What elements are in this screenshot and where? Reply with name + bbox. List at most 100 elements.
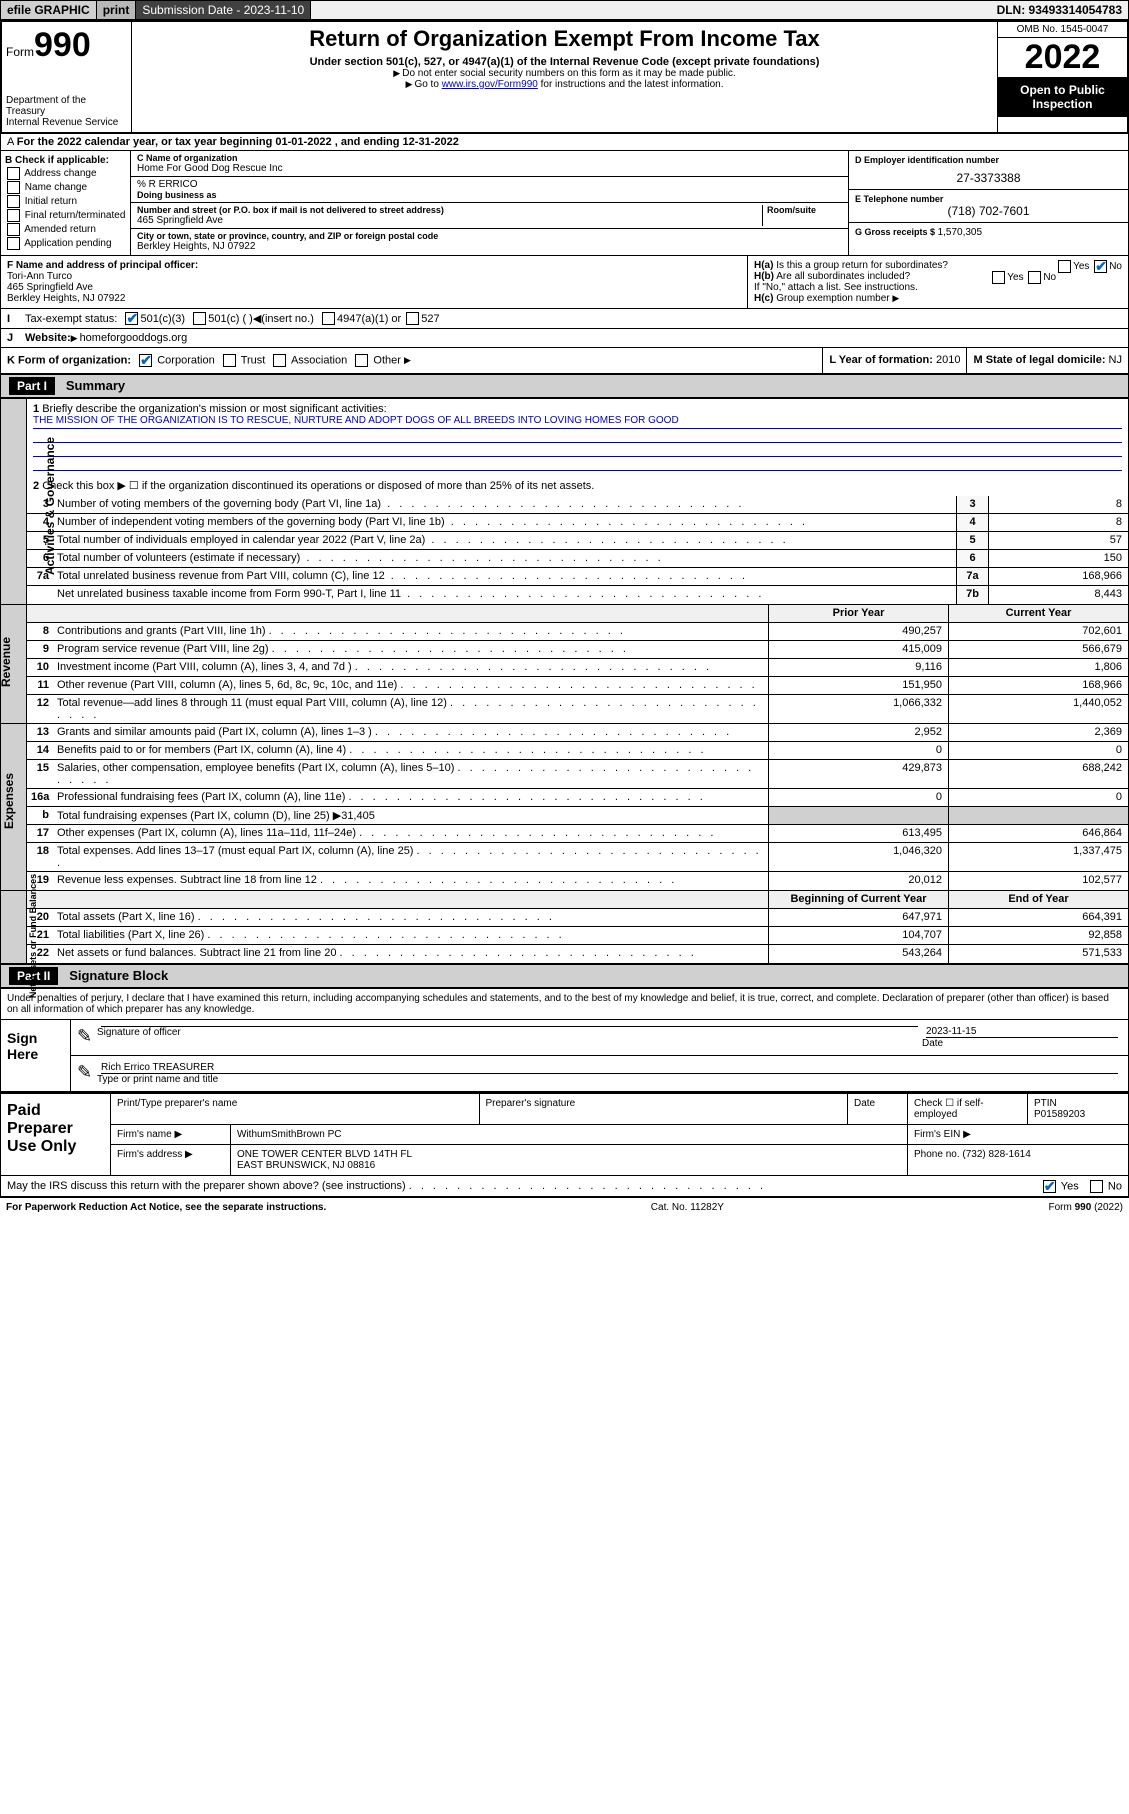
h-note: If "No," attach a list. See instructions… [754, 282, 1122, 293]
cb-final-return[interactable]: Final return/terminated [5, 209, 126, 222]
firm-name: WithumSmithBrown PC [231, 1125, 908, 1144]
table-row: 8Contributions and grants (Part VIII, li… [27, 623, 1128, 641]
revenue-section: Revenue Prior YearCurrent Year 8Contribu… [0, 605, 1129, 724]
table-row: 10Investment income (Part VIII, column (… [27, 659, 1128, 677]
table-row: 21Total liabilities (Part X, line 26) 10… [27, 927, 1128, 945]
col-endyear: End of Year [948, 891, 1128, 908]
print-button[interactable]: print [97, 1, 137, 19]
cb-other[interactable] [355, 354, 368, 367]
ein: 27-3373388 [855, 171, 1122, 185]
pra-notice: For Paperwork Reduction Act Notice, see … [6, 1202, 326, 1213]
irs-link[interactable]: www.irs.gov/Form990 [442, 79, 538, 90]
table-row: 14Benefits paid to or for members (Part … [27, 742, 1128, 760]
efile-label[interactable]: efile GRAPHIC [1, 1, 97, 19]
col-beginning: Beginning of Current Year [768, 891, 948, 908]
cb-501c3[interactable] [125, 312, 138, 325]
table-row: 4Number of independent voting members of… [27, 514, 1128, 532]
gross-receipts: 1,570,305 [938, 227, 983, 238]
section-a: A For the 2022 calendar year, or tax yea… [0, 134, 1129, 151]
care-of: % R ERRICO [137, 179, 842, 190]
dept-treasury: Department of the Treasury [6, 95, 127, 117]
table-row: 19Revenue less expenses. Subtract line 1… [27, 872, 1128, 890]
d-label: D Employer identification number [855, 155, 1122, 165]
table-row: 3Number of voting members of the governi… [27, 496, 1128, 514]
irs-label: Internal Revenue Service [6, 117, 127, 128]
table-row: 15Salaries, other compensation, employee… [27, 760, 1128, 789]
firm-addr-label: Firm's address ▶ [111, 1145, 231, 1175]
expenses-section: Expenses 13Grants and similar amounts pa… [0, 724, 1129, 891]
b-header: B Check if applicable: [5, 155, 126, 166]
ha-label: Is this a group return for subordinates? [776, 260, 948, 271]
l-label: L Year of formation: [829, 354, 936, 366]
paid-preparer-label: Paid Preparer Use Only [1, 1094, 111, 1175]
officer-printed-name: Rich Errico TREASURER [101, 1062, 1118, 1074]
sig-officer-label: Signature of officer [97, 1027, 922, 1038]
officer-name-label: Type or print name and title [97, 1074, 1122, 1085]
omb-number: OMB No. 1545-0047 [998, 22, 1127, 38]
form-subtitle-1: Under section 501(c), 527, or 4947(a)(1)… [136, 56, 993, 68]
ptin-value: P01589203 [1034, 1109, 1122, 1120]
addr-label: Number and street (or P.O. box if mail i… [137, 205, 762, 215]
year-formation: 2010 [936, 354, 960, 366]
i-label: Tax-exempt status: [25, 313, 117, 325]
footer: For Paperwork Reduction Act Notice, see … [0, 1197, 1129, 1217]
table-row: Net unrelated business taxable income fr… [27, 586, 1128, 604]
phone-label: Phone no. [914, 1149, 962, 1160]
form-title: Return of Organization Exempt From Incom… [136, 26, 993, 52]
table-row: 22Net assets or fund balances. Subtract … [27, 945, 1128, 963]
table-row: 18Total expenses. Add lines 13–17 (must … [27, 843, 1128, 872]
table-row: bTotal fundraising expenses (Part IX, co… [27, 807, 1128, 825]
sig-date: 2023-11-15 [926, 1026, 1118, 1038]
g-label: G Gross receipts $ [855, 227, 938, 237]
website-link[interactable]: homeforgooddogs.org [80, 332, 188, 344]
j-label: Website: [25, 332, 71, 344]
prep-name-label: Print/Type preparer's name [111, 1094, 480, 1124]
cb-discuss-yes[interactable] [1043, 1180, 1056, 1193]
org-name: Home For Good Dog Rescue Inc [137, 163, 842, 174]
cb-assoc[interactable] [273, 354, 286, 367]
discuss-row: May the IRS discuss this return with the… [0, 1176, 1129, 1197]
cb-initial-return[interactable]: Initial return [5, 195, 126, 208]
cb-527[interactable] [406, 312, 419, 325]
table-row: 6Total number of volunteers (estimate if… [27, 550, 1128, 568]
m-label: M State of legal domicile: [973, 354, 1108, 366]
cb-corp[interactable] [139, 354, 152, 367]
cb-501c[interactable] [193, 312, 206, 325]
cb-trust[interactable] [223, 354, 236, 367]
cb-discuss-no[interactable] [1090, 1180, 1103, 1193]
e-label: E Telephone number [855, 194, 1122, 204]
q1-label: Briefly describe the organization's miss… [42, 403, 386, 415]
table-row: 12Total revenue—add lines 8 through 11 (… [27, 695, 1128, 723]
cb-address-change[interactable]: Address change [5, 167, 126, 180]
signature-block: Under penalties of perjury, I declare th… [0, 988, 1129, 1092]
city-state-zip: Berkley Heights, NJ 07922 [137, 241, 842, 252]
firm-addr2: EAST BRUNSWICK, NJ 08816 [237, 1160, 901, 1171]
table-row: 17Other expenses (Part IX, column (A), l… [27, 825, 1128, 843]
cb-app-pending[interactable]: Application pending [5, 237, 126, 250]
q2-label: Check this box ▶ ☐ if the organization d… [42, 480, 594, 492]
cb-4947[interactable] [322, 312, 335, 325]
goto-post: for instructions and the latest informat… [538, 79, 724, 90]
paid-preparer-block: Paid Preparer Use Only Print/Type prepar… [0, 1092, 1129, 1176]
form-word: Form [6, 45, 34, 59]
sign-here-label: Sign Here [1, 1020, 71, 1091]
side-netassets: Net Assets or Fund Balances [28, 874, 38, 998]
k-label: K Form of organization: [7, 354, 131, 366]
side-expenses: Expenses [2, 773, 16, 829]
table-row: 5Total number of individuals employed in… [27, 532, 1128, 550]
part1-header: Part I Summary [0, 374, 1129, 398]
officer-name: Tori-Ann Turco [7, 271, 741, 282]
goto-pre: Go to [414, 79, 441, 90]
prep-sig-label: Preparer's signature [480, 1094, 849, 1124]
firm-phone: (732) 828-1614 [962, 1149, 1030, 1160]
tax-year: 2022 [998, 38, 1127, 77]
netassets-section: Net Assets or Fund Balances Beginning of… [0, 891, 1129, 964]
table-row: 13Grants and similar amounts paid (Part … [27, 724, 1128, 742]
date-label: Date [922, 1038, 1122, 1049]
table-row: 7aTotal unrelated business revenue from … [27, 568, 1128, 586]
cb-name-change[interactable]: Name change [5, 181, 126, 194]
officer-addr2: Berkley Heights, NJ 07922 [7, 293, 741, 304]
col-prior: Prior Year [768, 605, 948, 622]
cat-no: Cat. No. 11282Y [651, 1202, 724, 1213]
cb-amended[interactable]: Amended return [5, 223, 126, 236]
